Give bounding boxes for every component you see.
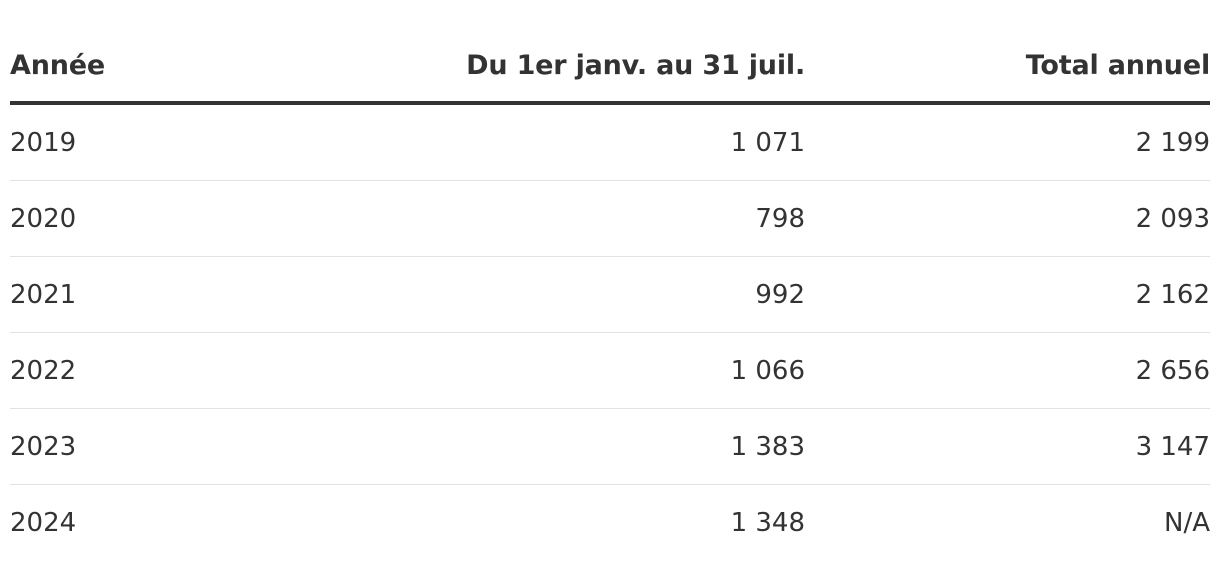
cell-total: 2 162 bbox=[805, 256, 1210, 333]
cell-annee: 2022 bbox=[10, 332, 370, 409]
cell-ytd: 798 bbox=[370, 180, 805, 257]
cell-annee: 2019 bbox=[10, 103, 370, 181]
cell-total: 2 093 bbox=[805, 180, 1210, 257]
data-table: Année Du 1er janv. au 31 juil. Total ann… bbox=[10, 30, 1210, 560]
table-row: 2019 1 071 2 199 bbox=[10, 103, 1210, 181]
table-header-row: Année Du 1er janv. au 31 juil. Total ann… bbox=[10, 30, 1210, 105]
table-row: 2023 1 383 3 147 bbox=[10, 408, 1210, 485]
table-row: 2024 1 348 N/A bbox=[10, 485, 1210, 561]
cell-annee: 2024 bbox=[10, 507, 77, 538]
cell-ytd: 992 bbox=[370, 256, 805, 333]
cell-total: 3 147 bbox=[805, 408, 1210, 485]
cell-total: N/A bbox=[1164, 507, 1210, 538]
header-annee: Année bbox=[10, 30, 370, 105]
table-row: 2020 798 2 093 bbox=[10, 180, 1210, 257]
header-ytd: Du 1er janv. au 31 juil. bbox=[370, 30, 805, 105]
cell-annee: 2021 bbox=[10, 256, 370, 333]
cell-total: 2 656 bbox=[805, 332, 1210, 409]
cell-ytd: 1 348 bbox=[730, 507, 805, 538]
table-row: 2021 992 2 162 bbox=[10, 256, 1210, 333]
cell-annee: 2023 bbox=[10, 408, 370, 485]
table-row: 2022 1 066 2 656 bbox=[10, 332, 1210, 409]
data-table-container: Année Du 1er janv. au 31 juil. Total ann… bbox=[10, 30, 1210, 560]
cell-ytd: 1 383 bbox=[370, 408, 805, 485]
header-total-annuel: Total annuel bbox=[805, 30, 1210, 105]
cell-ytd: 1 071 bbox=[370, 103, 805, 181]
cell-total: 2 199 bbox=[805, 103, 1210, 181]
cell-annee: 2020 bbox=[10, 180, 370, 257]
cell-ytd: 1 066 bbox=[370, 332, 805, 409]
